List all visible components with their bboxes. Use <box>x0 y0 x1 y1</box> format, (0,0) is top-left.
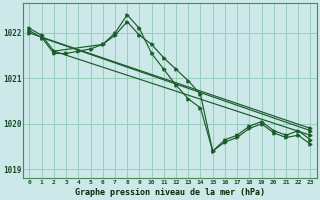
X-axis label: Graphe pression niveau de la mer (hPa): Graphe pression niveau de la mer (hPa) <box>75 188 265 197</box>
